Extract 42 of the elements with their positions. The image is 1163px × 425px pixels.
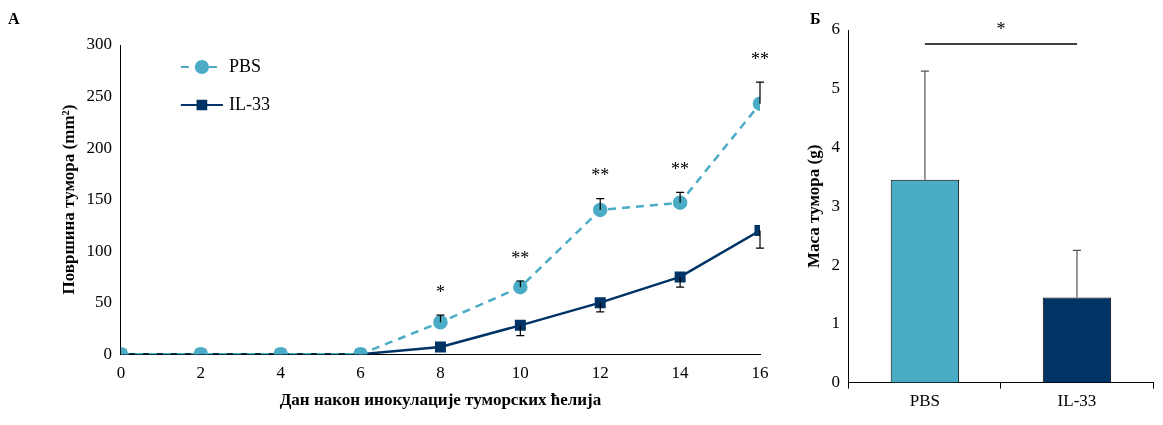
y-tick-label: 50 [94, 292, 112, 312]
point [433, 315, 448, 330]
y-tick-label: 2 [831, 254, 840, 274]
x-tick-label: 14 [671, 362, 690, 382]
y-tick-label: 300 [86, 34, 112, 54]
point [513, 279, 528, 295]
y-tick-label: 1 [831, 313, 840, 333]
y-axis-title: Површина тумора (mm²) [58, 104, 78, 295]
annotation: ** [511, 247, 530, 268]
point [514, 319, 526, 331]
x-tick-label: 2 [196, 362, 206, 382]
annotation: * [996, 18, 1006, 39]
y-tick-label: 200 [86, 137, 112, 157]
annotation: ** [671, 159, 690, 180]
annotation: * [435, 281, 445, 302]
x-tick-label: 8 [436, 362, 445, 382]
y-tick-label: 6 [831, 19, 840, 39]
y-tick-label: 0 [103, 343, 112, 363]
chart-title: Б [810, 10, 821, 28]
point [594, 297, 606, 309]
y-tick-label: 3 [831, 195, 840, 215]
point [434, 341, 446, 353]
x-tick-label: 4 [276, 362, 286, 382]
point [674, 271, 686, 283]
y-tick-label: 250 [86, 86, 112, 105]
legend-label: IL-33 [228, 93, 270, 114]
y-axis-title: Маса тумора (g) [803, 144, 823, 268]
annotation: ** [591, 165, 610, 186]
x-tick-label: 0 [116, 362, 126, 382]
x-tick-label: 16 [751, 362, 769, 382]
y-tick-label: 100 [86, 240, 112, 260]
annotation: ** [751, 48, 769, 69]
y-tick-label: 4 [831, 137, 841, 156]
chart-title: A [8, 10, 20, 28]
point [592, 202, 608, 218]
y-tick-label: 150 [86, 189, 112, 209]
y-tick-label: 5 [831, 78, 840, 98]
legend-label: PBS [228, 55, 261, 76]
x-axis-title: Дан након инокулације туморских ћелија [279, 390, 602, 410]
x-tick-label: 6 [356, 362, 365, 382]
x-tick-label: 12 [591, 362, 609, 382]
x-tick-label: 10 [511, 362, 529, 382]
